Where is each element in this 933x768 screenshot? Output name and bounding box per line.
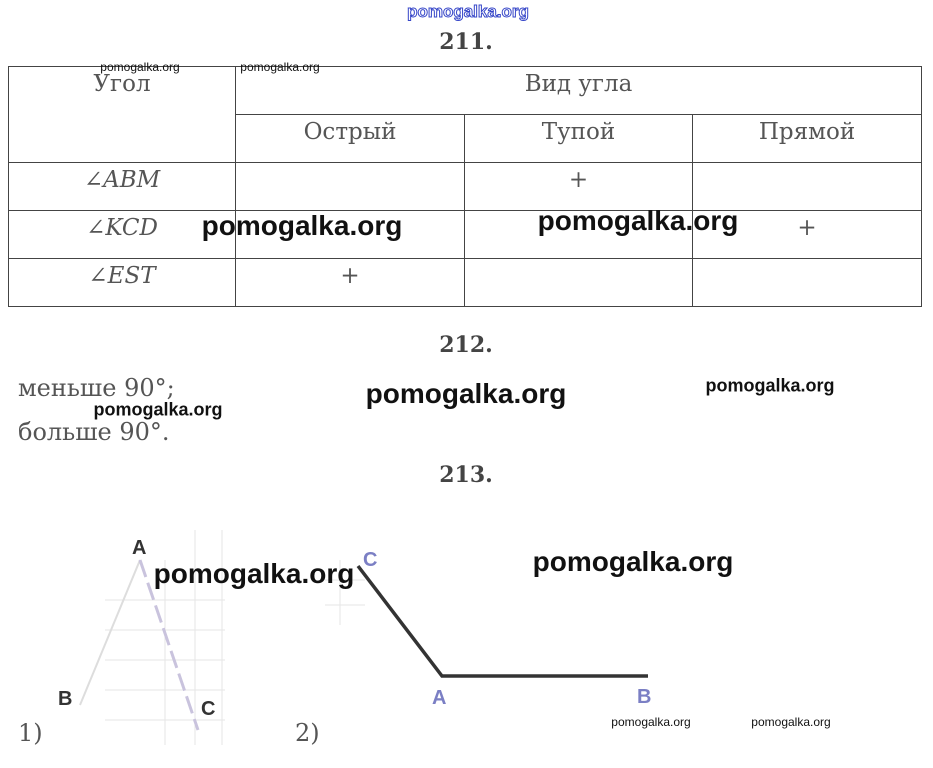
cell: ∠EST xyxy=(8,258,236,307)
header-cell: Тупой xyxy=(464,114,693,163)
watermark: pomogalka.org xyxy=(407,2,530,22)
grid-1 xyxy=(105,530,365,745)
figure-number: 2) xyxy=(295,719,320,747)
cell: ∠KCD xyxy=(8,210,236,259)
figure-number: 1) xyxy=(18,719,43,747)
watermark: pomogalka.org xyxy=(153,558,355,589)
cell: + xyxy=(235,258,465,307)
angle-table: Угол Вид угла Острый Тупой Прямой ∠ABM + … xyxy=(8,66,923,307)
header-cell: Прямой xyxy=(691,114,923,163)
watermark: pomogalka.org xyxy=(93,399,223,420)
ray-ac xyxy=(138,559,200,731)
watermark: pomogalka.org xyxy=(611,715,691,729)
cell: + xyxy=(464,162,693,211)
header-cell: Вид угла xyxy=(234,66,923,115)
point-label: C xyxy=(363,549,378,571)
point-label: A xyxy=(132,537,147,559)
cell xyxy=(235,210,465,259)
point-label: B xyxy=(58,688,73,710)
cell xyxy=(464,258,693,307)
watermark: pomogalka.org xyxy=(201,210,403,241)
angle-cab xyxy=(356,564,648,678)
cell xyxy=(235,162,465,211)
cell: + xyxy=(691,210,923,259)
cell xyxy=(691,162,923,211)
watermark: pomogalka.org xyxy=(240,60,320,74)
header-cell: Угол xyxy=(8,66,236,163)
watermark: pomogalka.org xyxy=(532,546,734,577)
point-label: A xyxy=(432,687,447,709)
header-cell: Острый xyxy=(235,114,465,163)
watermark: pomogalka.org xyxy=(100,60,180,74)
watermark: pomogalka.org xyxy=(751,715,831,729)
cell: ∠ABM xyxy=(8,162,236,211)
heading: 212. xyxy=(439,332,493,358)
watermark: pomogalka.org xyxy=(705,375,835,396)
answer-line: больше 90°. xyxy=(18,418,170,446)
point-label: C xyxy=(201,698,216,720)
answer-line: меньше 90°; xyxy=(18,374,175,402)
heading: 213. xyxy=(439,462,493,488)
watermark: pomogalka.org xyxy=(365,378,567,409)
point-label: B xyxy=(637,686,652,708)
heading: 211. xyxy=(439,29,493,55)
watermark: pomogalka.org xyxy=(537,205,739,236)
ray-ab xyxy=(79,559,141,706)
cell xyxy=(691,258,923,307)
